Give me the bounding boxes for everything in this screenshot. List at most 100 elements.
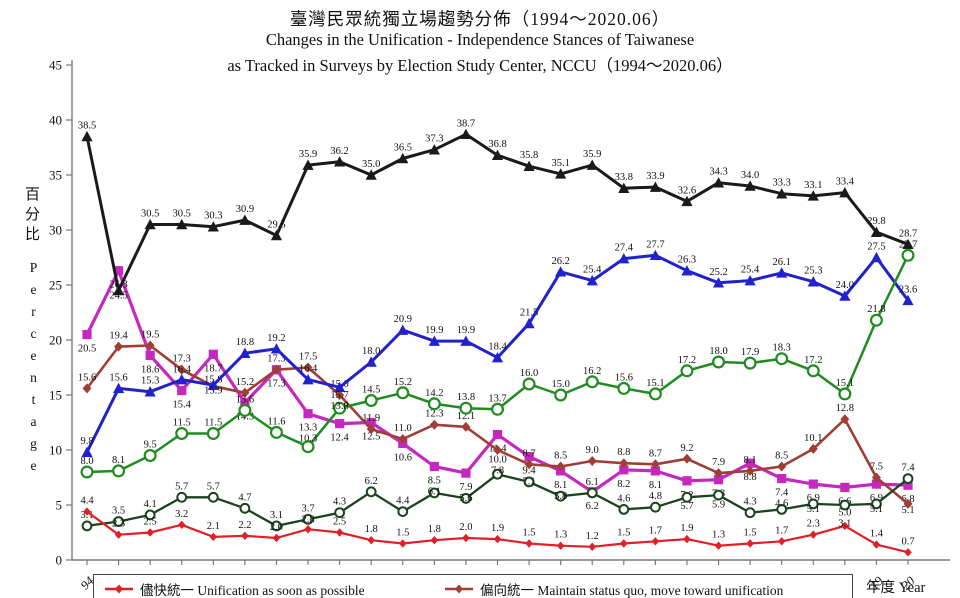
- data-point-label: 8.1: [112, 455, 125, 466]
- data-point-label: 3.1: [270, 510, 283, 521]
- data-point-label: 15.6: [109, 372, 127, 383]
- data-point-label: 1.7: [649, 525, 662, 536]
- data-point-label: 1.2: [586, 531, 599, 542]
- data-point-label: 30.3: [204, 211, 222, 222]
- data-point-label: 29.5: [267, 220, 285, 231]
- data-point-label: 14.2: [425, 388, 443, 399]
- data-point-label: 36.8: [488, 139, 506, 150]
- data-point-label: 15.6: [615, 372, 633, 383]
- y-tick-label: 20: [49, 333, 62, 348]
- data-point-label: 30.9: [236, 204, 254, 215]
- data-point-label: 8.5: [554, 451, 567, 462]
- data-point-label: 0.7: [901, 536, 914, 547]
- data-point-label: 7.4: [775, 488, 789, 499]
- data-point-label: 4.4: [396, 496, 410, 507]
- data-point-label: 1.5: [523, 528, 536, 539]
- data-point-label: 3.7: [301, 503, 314, 514]
- data-point-label: 26.3: [678, 255, 696, 266]
- data-point-label: 35.0: [362, 159, 380, 170]
- series-maintain-status-quo-indefinitely: 9.8 15.6 15.3 16.4 15.9 18.8 19.2 16.4 15.7 18.0 2…: [80, 239, 917, 457]
- data-point-label: 7.1: [523, 477, 536, 488]
- y-axis-label-zh: 百分比: [23, 186, 39, 246]
- data-point-label: 13.8: [457, 392, 475, 403]
- data-point-label: 20.5: [78, 344, 96, 355]
- data-point-label: 8.1: [554, 480, 567, 491]
- data-point-label: 4.3: [333, 497, 346, 508]
- x-axis-label-year: 年度 Year: [866, 580, 926, 596]
- data-point-label: 2.0: [270, 522, 283, 533]
- data-point-label: 15.0: [551, 379, 569, 390]
- data-point-label: 11.0: [394, 423, 412, 434]
- data-point-label: 8.5: [775, 451, 788, 462]
- data-point-label: 7.9: [459, 482, 472, 493]
- data-point-label: 4.3: [744, 497, 757, 508]
- data-point-label: 5.7: [680, 501, 693, 512]
- data-point-label: 15.1: [836, 378, 854, 389]
- data-point-label: 29.8: [867, 216, 885, 227]
- legend-item-unification-as-soon-as-possible: 儘快統一 Unification as soon as possible: [104, 579, 444, 598]
- data-point-label: 2.2: [238, 520, 251, 531]
- data-point-label: 25.3: [804, 266, 822, 277]
- data-point-label: 2.8: [301, 514, 314, 525]
- data-point-label: 15.6: [78, 372, 96, 383]
- data-point-label: 18.0: [362, 346, 380, 357]
- data-point-label: 4.8: [649, 491, 662, 502]
- data-point-label: 21.8: [867, 304, 885, 315]
- data-point-label: 8.7: [523, 448, 536, 459]
- data-point-label: 15.1: [646, 378, 664, 389]
- data-point-label: 1.3: [554, 530, 567, 541]
- series-maintain-status-quo-move-toward-independence: 8.0 8.1 9.5 11.5 11.5 13.6 11.6 10.3 13.8 14.5 15.…: [80, 239, 917, 479]
- data-point-label: 35.9: [299, 149, 317, 160]
- data-point-label: 27.7: [646, 239, 664, 250]
- data-point-label: 12.3: [425, 409, 443, 420]
- data-point-label: 11.9: [362, 413, 380, 424]
- data-point-label: 1.5: [617, 528, 630, 539]
- data-point-label: 27.5: [867, 242, 885, 253]
- series-independence-as-soon-as-possible: 3.13.54.15.75.74.73.13.74.36.24.46.15.67…: [80, 463, 915, 532]
- data-point-label: 25.2: [709, 267, 727, 278]
- data-point-label: 6.2: [365, 476, 378, 487]
- data-point-label: 5.7: [207, 481, 220, 492]
- data-point-label: 13.8: [330, 401, 348, 412]
- data-point-label: 7.5: [870, 462, 883, 473]
- y-tick-label: 40: [49, 113, 62, 128]
- data-point-label: 2.3: [112, 519, 125, 530]
- data-point-label: 9.8: [80, 436, 93, 447]
- data-point-label: 26.2: [551, 256, 569, 267]
- data-point-label: 18.6: [141, 364, 159, 375]
- data-point-label: 38.7: [457, 118, 475, 129]
- data-point-label: 15.2: [236, 377, 254, 388]
- y-tick-label: 30: [49, 223, 62, 238]
- y-tick-label: 45: [49, 58, 62, 73]
- data-point-label: 37.3: [425, 134, 443, 145]
- data-point-label: 6.1: [428, 487, 441, 498]
- data-point-label: 17.3: [267, 379, 285, 390]
- y-tick-label: 25: [49, 278, 62, 293]
- data-point-label: 13.6: [236, 394, 254, 405]
- data-point-label: 16.2: [583, 366, 601, 377]
- data-point-label: 32.6: [678, 185, 696, 196]
- data-point-label: 10.6: [394, 452, 412, 463]
- data-point-label: 34.0: [741, 170, 759, 181]
- y-tick-label: 35: [49, 168, 62, 183]
- legend-item-label: 儘快統一 Unification as soon as possible: [140, 582, 365, 598]
- chart-title-zh: 臺灣民眾統獨立場趨勢分佈（1994～2020.06）: [289, 9, 671, 29]
- data-point-label: 5.9: [712, 500, 725, 511]
- data-point-label: 9.4: [523, 466, 537, 477]
- legend-row-1: 儘快統一 Unification as soon as possible 偏向統一…: [104, 578, 852, 598]
- data-point-label: 30.5: [173, 209, 191, 220]
- data-point-label: 7.8: [491, 466, 504, 477]
- data-point-label: 2.5: [333, 517, 346, 528]
- data-point-label: 8.8: [617, 447, 630, 458]
- data-point-label: 8.1: [649, 480, 662, 491]
- data-point-label: 4.1: [144, 499, 157, 510]
- data-point-label: 7.4: [901, 463, 915, 474]
- data-point-label: 18.4: [488, 342, 507, 353]
- legend-item-label: 偏向統一 Maintain status quo, move toward un…: [480, 582, 784, 598]
- data-point-label: 35.8: [520, 150, 538, 161]
- data-point-label: 17.5: [299, 352, 317, 363]
- legend-box: 儘快統一 Unification as soon as possible 偏向統一…: [93, 574, 853, 598]
- data-point-label: 6.2: [586, 501, 599, 512]
- data-point-label: 16.4: [173, 365, 192, 376]
